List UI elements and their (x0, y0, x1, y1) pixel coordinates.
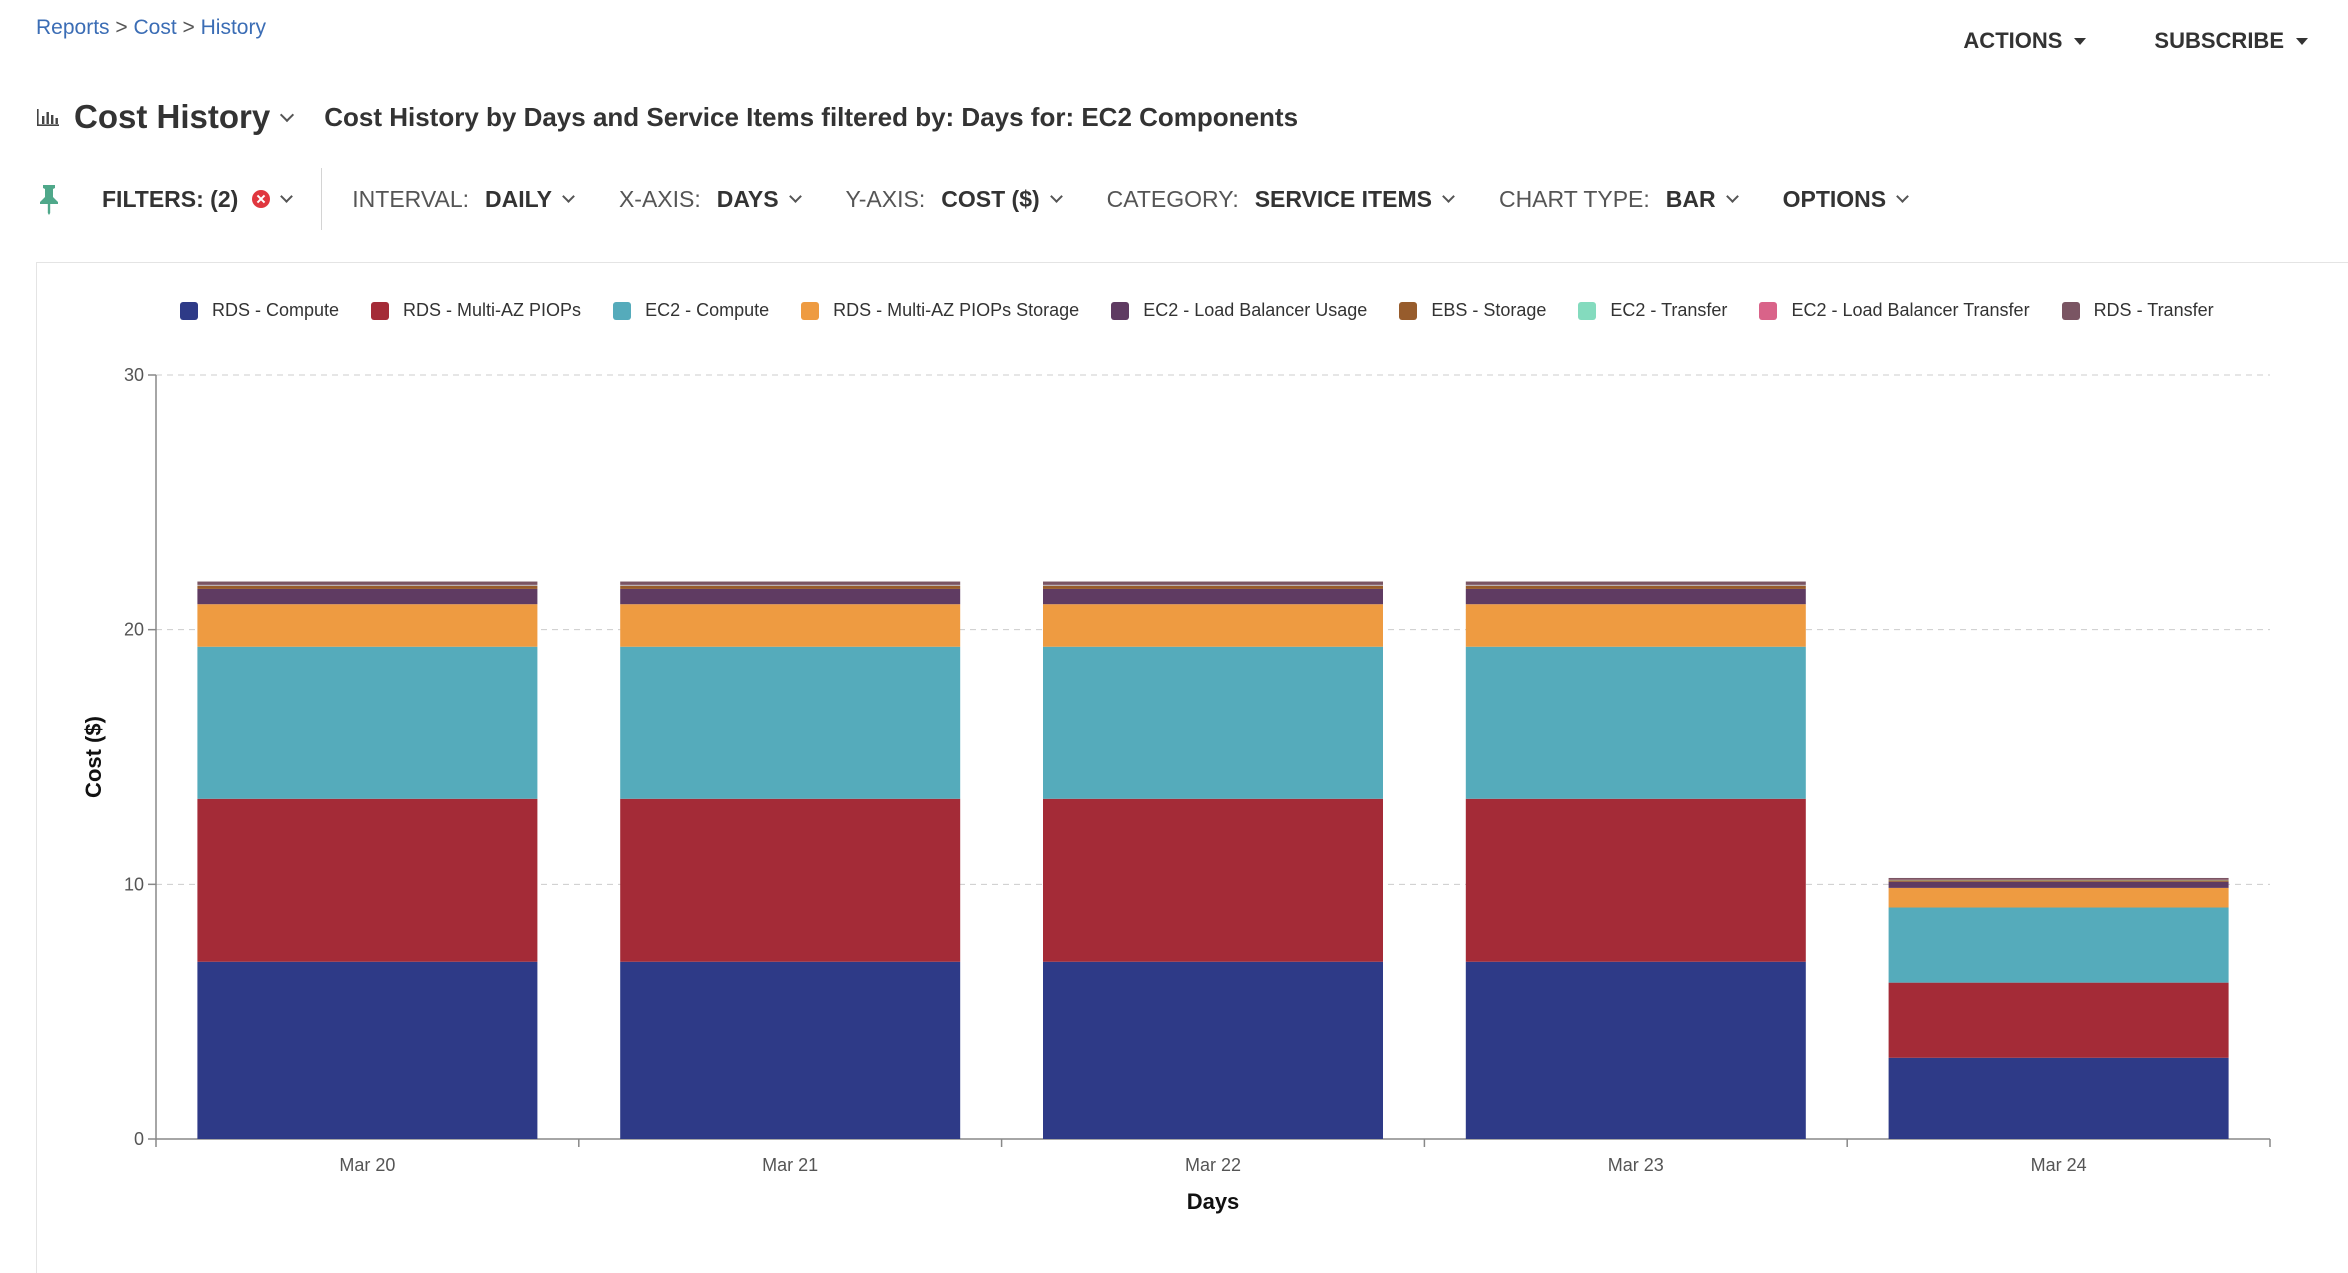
y-tick-label: 20 (124, 620, 144, 640)
x-tick-label: Mar 23 (1608, 1155, 1664, 1175)
bar-segment (1043, 582, 1383, 585)
bar-segment (1466, 585, 1806, 586)
bar-segment (197, 585, 537, 586)
bar-segment (197, 582, 537, 585)
bar-segment (620, 582, 960, 585)
bar-segment (1043, 586, 1383, 589)
bar-segment (1889, 882, 2229, 888)
x-tick-label: Mar 24 (2031, 1155, 2087, 1175)
x-tick-label: Mar 20 (339, 1155, 395, 1175)
bar-segment (620, 799, 960, 962)
bar-segment (197, 586, 537, 589)
bar-segment (620, 586, 960, 589)
bar-segment (620, 647, 960, 799)
bar-segment (620, 585, 960, 586)
bar-segment (1043, 585, 1383, 586)
bar-segment (1889, 888, 2229, 908)
bar-segment (1466, 799, 1806, 962)
bar-segment (1043, 962, 1383, 1139)
bar-segment (1466, 586, 1806, 589)
bar-segment (620, 604, 960, 647)
bar-segment (1466, 585, 1806, 586)
bar-segment (620, 962, 960, 1139)
bar-segment (197, 647, 537, 799)
y-tick-label: 10 (124, 874, 144, 894)
bar-segment (1466, 604, 1806, 647)
y-axis-title: Cost ($) (81, 716, 106, 798)
bar-segment (620, 585, 960, 586)
bar-segment (1043, 647, 1383, 799)
bar-segment (1889, 878, 2229, 880)
bar-segment (1466, 582, 1806, 585)
bar-segment (197, 962, 537, 1139)
bar-segment (197, 799, 537, 962)
bar-segment (197, 589, 537, 604)
bar-segment (197, 604, 537, 647)
bar-segment (1043, 585, 1383, 586)
bar-segment (1466, 589, 1806, 604)
x-tick-label: Mar 21 (762, 1155, 818, 1175)
bar-segment (1889, 1058, 2229, 1139)
bar-segment (1889, 908, 2229, 983)
bar-segment (620, 589, 960, 604)
bar-segment (197, 585, 537, 586)
bar-segment (1889, 880, 2229, 882)
bar-segment (1043, 799, 1383, 962)
bar-segment (1466, 962, 1806, 1139)
bar-segment (1043, 604, 1383, 647)
x-axis-title: Days (1187, 1189, 1240, 1214)
y-tick-label: 0 (134, 1129, 144, 1149)
x-tick-label: Mar 22 (1185, 1155, 1241, 1175)
y-tick-label: 30 (124, 365, 144, 385)
bar-segment (1889, 983, 2229, 1058)
bar-segment (1466, 647, 1806, 799)
bar-segment (1043, 589, 1383, 604)
